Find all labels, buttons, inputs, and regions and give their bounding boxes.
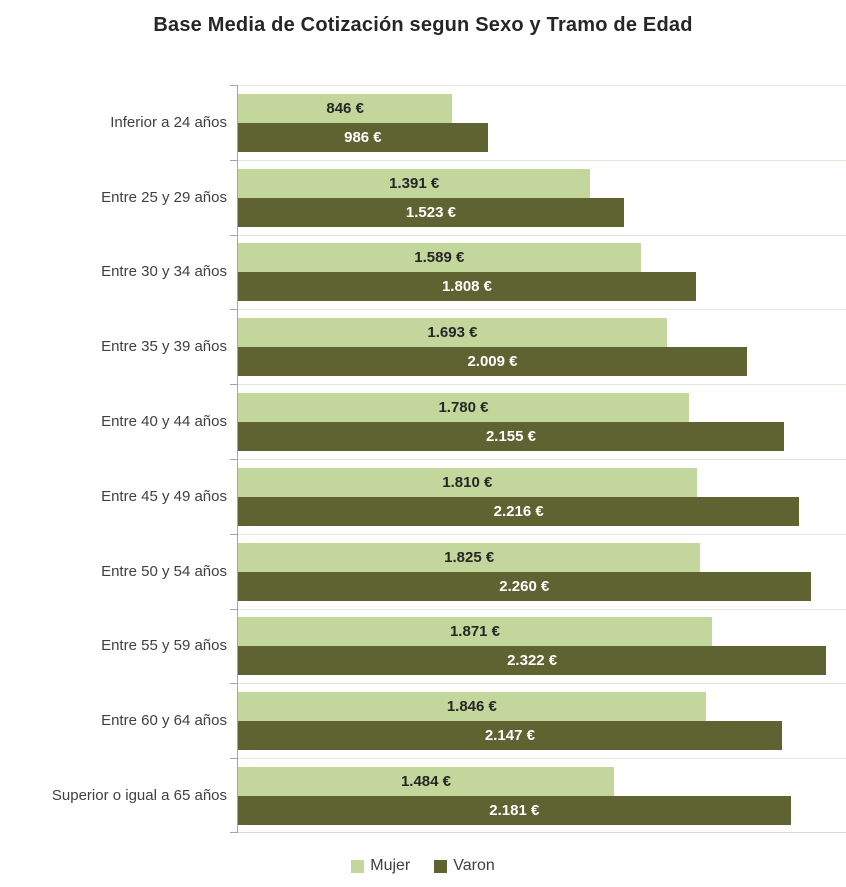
bar-value-label: 1.871 € — [449, 623, 501, 641]
bar-value-label: 1.523 € — [405, 203, 456, 221]
bar-mujer: 1.871 € — [238, 617, 712, 647]
bar-varon: 1.808 € — [238, 272, 696, 302]
bar-varon: 2.260 € — [238, 571, 811, 601]
category-row: 1.780 € 2.155 € — [230, 384, 846, 459]
varon-swatch-icon — [434, 859, 448, 873]
bar-mujer: 1.846 € — [238, 692, 706, 722]
category-row: 1.391 € 1.523 € — [230, 159, 846, 235]
category-row: 1.589 € 1.808 € — [230, 234, 846, 310]
plot-area: 846 €986 €1.391 €1.523 €1.589 €1.808 €1.… — [230, 85, 846, 833]
legend-label-varon: Varon — [453, 857, 495, 874]
legend: Mujer Varon — [0, 857, 846, 875]
legend-label-mujer: Mujer — [370, 857, 411, 874]
category-label: Entre 40 y 44 años — [101, 413, 227, 431]
chart-title: Base Media de Cotización segun Sexo y Tr… — [153, 14, 693, 36]
bar-value-label: 2.009 € — [467, 353, 518, 371]
category-label: Entre 50 y 54 años — [101, 562, 227, 580]
category-row: 1.825 €2.260 € — [230, 533, 846, 609]
bar-value-label: 2.322 € — [507, 652, 558, 670]
bar-value-label: 2.155 € — [485, 428, 536, 446]
bar-mujer: 846 € — [238, 93, 453, 123]
bar-varon: 2.147 € — [238, 721, 782, 751]
bar-varon: 2.009 € — [238, 347, 747, 377]
category-row: 846 € 986 € — [230, 85, 846, 160]
bar-value-label: 1.391 € — [389, 174, 440, 192]
category-row: 1.484 € 2.181 € — [230, 758, 846, 833]
bar-mujer: 1.780 € — [238, 393, 689, 423]
category-axis: Inferior a 24 años Entre 25 y 29 años Entr… — [0, 85, 237, 833]
bar-value-label: 1.810 € — [442, 473, 493, 491]
bar-value-label: 1.693 € — [427, 324, 478, 342]
bar-value-label: 1.808 € — [441, 278, 493, 296]
category-label: Entre 45 y 49 años — [101, 487, 227, 505]
chart-body: Inferior a 24 años Entre 25 y 29 años Entr… — [0, 85, 846, 833]
bar-value-label: 1.484 € — [400, 772, 451, 790]
bar-value-label: 2.216 € — [493, 502, 544, 520]
mujer-swatch-icon — [351, 859, 365, 873]
bar-value-label: 986 € — [344, 128, 382, 146]
bar-value-label: 2.181 € — [489, 801, 540, 819]
bar-mujer: 1.693 € — [238, 318, 667, 348]
bar-varon: 2.181 € — [238, 795, 791, 825]
category-row: 1.846 € 2.147 € — [230, 683, 846, 758]
bar-value-label: 2.260 € — [499, 577, 550, 595]
bar-value-label: 1.825 € — [444, 548, 495, 566]
bar-varon: 2.155 € — [238, 422, 784, 452]
bar-value-label: 1.780 € — [438, 399, 489, 417]
category-label: Entre 30 y 34 años — [101, 263, 227, 281]
bar-varon: 2.322 € — [238, 646, 827, 676]
category-label: Superior o igual a 65 años — [51, 787, 227, 805]
bar-mujer: 1.825 € — [238, 542, 701, 572]
category-label: Entre 25 y 29 años — [101, 188, 227, 206]
category-row: 1.810 €2.216 € — [230, 458, 846, 534]
bar-mujer: 1.391 € — [238, 168, 591, 198]
bar-mujer: 1.810 € — [238, 467, 697, 497]
bar-value-label: 846 € — [326, 99, 364, 117]
bar-value-label: 1.589 € — [414, 249, 465, 267]
bar-value-label: 2.147 € — [484, 727, 535, 745]
category-label: Entre 60 y 64 años — [101, 712, 227, 730]
bar-mujer: 1.589 € — [238, 243, 641, 273]
category-label: Inferior a 24 años — [110, 113, 227, 131]
bar-varon: 2.216 € — [238, 496, 800, 526]
category-label: Entre 55 y 59 años — [101, 637, 227, 655]
category-row: 1.693 € 2.009 € — [230, 309, 846, 384]
legend-item-mujer: Mujer — [351, 857, 410, 875]
bar-value-label: 1.846 € — [446, 698, 497, 716]
category-label: Entre 35 y 39 años — [101, 338, 227, 356]
bar-varon: 986 € — [238, 122, 488, 152]
bar-varon: 1.523 € — [238, 197, 624, 227]
bar-mujer: 1.484 € — [238, 766, 614, 796]
legend-item-varon: Varon — [434, 857, 495, 875]
category-row: 1.871 € 2.322 € — [230, 608, 846, 684]
